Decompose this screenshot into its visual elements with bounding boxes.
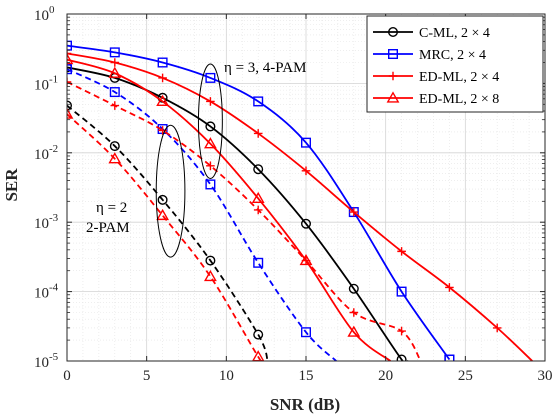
data-point-square: [301, 137, 312, 148]
series-4-pam-plus-solid: [67, 49, 533, 361]
data-point-circle: [253, 329, 264, 340]
data-point-plus: [110, 101, 120, 110]
data-point-plus: [388, 71, 398, 81]
legend-entry: ED-ML, 2 × 4: [373, 70, 499, 85]
legend-entry: MRC, 2 × 4: [373, 48, 486, 63]
data-point-plus: [67, 77, 72, 87]
data-point-triangle: [203, 137, 217, 149]
data-point-square: [396, 286, 407, 297]
series-line: [67, 68, 337, 361]
data-point-plus: [206, 161, 215, 171]
series-line: [67, 44, 451, 361]
data-point-plus: [110, 58, 120, 67]
y-tick-label: 10-2: [34, 143, 58, 163]
series-line: [67, 104, 269, 361]
x-tick-label: 30: [538, 368, 553, 384]
y-tick-label: 10-5: [34, 351, 59, 371]
x-tick-label: 15: [299, 368, 314, 384]
data-point-triangle: [347, 325, 361, 337]
legend-label: MRC, 2 × 4: [419, 48, 486, 63]
data-point-circle: [348, 283, 359, 294]
annotation-ellipse-2pam: [155, 124, 186, 258]
data-point-circle: [253, 164, 264, 175]
series-2-pam-plus-dashed: [67, 77, 422, 361]
data-point-plus: [158, 73, 167, 83]
data-point-triangle: [108, 152, 122, 164]
axis-ticks: 0 5 10 15 20 25 30 100 10-1 10-2 10-3 10-4 10-5: [34, 4, 553, 384]
series-2-pam-triangle-dashed: [67, 107, 265, 361]
x-axis-title: SNR (dB): [270, 395, 340, 414]
data-point-square: [109, 47, 120, 58]
y-tick-label: 10-4: [34, 282, 59, 302]
y-axis-title: SER: [2, 168, 21, 202]
y-tick-label: 10-3: [34, 212, 59, 232]
legend-entries: C-ML, 2 × 4 MRC, 2 × 4 ED-ML, 2 × 4 ED-ML, …: [373, 26, 499, 107]
data-point-square: [157, 57, 168, 68]
series-line: [67, 58, 392, 361]
data-point-circle: [301, 218, 312, 229]
data-point-circle: [388, 27, 399, 38]
annotation-4pam: η = 3, 4-PAM: [224, 60, 306, 76]
data-point-plus: [445, 283, 454, 292]
series-line: [67, 113, 264, 361]
data-point-square: [301, 327, 312, 338]
data-point-square: [205, 179, 216, 190]
data-point-plus: [301, 256, 311, 265]
data-point-square: [444, 354, 455, 361]
data-point-square: [253, 257, 264, 268]
data-point-plus: [206, 97, 215, 106]
data-point-circle: [157, 194, 168, 205]
annotations: η = 3, 4-PAM η = 2 2-PAM: [86, 60, 306, 258]
data-point-plus: [253, 205, 263, 215]
x-tick-label: 20: [378, 368, 393, 384]
data-point-triangle: [386, 91, 400, 103]
annotation-2pam-eta: η = 2: [96, 200, 127, 216]
data-point-plus: [67, 49, 72, 58]
x-tick-label: 10: [219, 368, 234, 384]
data-point-plus: [492, 323, 502, 333]
data-point-square: [109, 87, 120, 98]
data-point-triangle: [251, 191, 265, 204]
data-point-plus: [158, 126, 167, 135]
x-tick-label: 5: [143, 368, 151, 384]
data-point-plus: [301, 166, 311, 176]
data-point-triangle: [156, 94, 170, 107]
legend-entry: C-ML, 2 × 4: [373, 26, 490, 41]
legend-entry: ED-ML, 2 × 8: [373, 91, 499, 107]
data-point-plus: [397, 326, 406, 336]
annotation-ellipse-4pam: [197, 63, 223, 179]
data-point-triangle: [156, 208, 170, 221]
x-tick-label: 25: [458, 368, 473, 384]
annotation-2pam-label: 2-PAM: [86, 220, 130, 236]
data-point-plus: [253, 129, 263, 138]
data-point-square: [205, 72, 216, 83]
data-point-triangle: [67, 107, 74, 119]
y-tick-label: 10-1: [34, 73, 58, 93]
data-point-plus: [397, 247, 406, 256]
data-point-triangle: [67, 53, 74, 65]
data-point-circle: [396, 354, 407, 361]
legend-label: ED-ML, 2 × 4: [419, 70, 499, 85]
y-tick-label: 100: [34, 4, 55, 24]
data-point-triangle: [108, 66, 122, 78]
x-tick-label: 0: [63, 368, 71, 384]
data-point-circle: [205, 255, 216, 266]
data-point-plus: [349, 207, 359, 217]
legend-label: ED-ML, 2 × 8: [419, 92, 499, 107]
data-point-square: [388, 49, 399, 60]
legend-label: C-ML, 2 × 4: [419, 26, 490, 41]
data-point-circle: [109, 141, 120, 152]
data-point-triangle: [203, 269, 217, 282]
data-point-circle: [205, 121, 216, 132]
legend: C-ML, 2 × 4 MRC, 2 × 4 ED-ML, 2 × 4 ED-ML, …: [366, 15, 544, 113]
data-point-plus: [349, 308, 359, 317]
data-point-square: [253, 96, 264, 107]
